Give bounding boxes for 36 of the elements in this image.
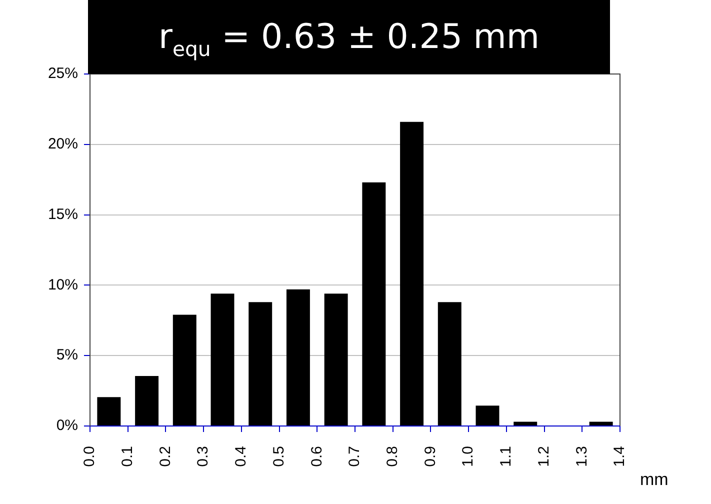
x-tick-label: 0.4 <box>232 446 250 467</box>
bar <box>438 302 462 426</box>
y-tick-label: 10% <box>48 276 78 294</box>
bar <box>476 406 500 426</box>
bar <box>286 289 310 426</box>
bar <box>589 422 613 426</box>
x-axis-title: mm <box>640 470 668 490</box>
x-tick-label: 0.2 <box>156 446 174 467</box>
bar <box>210 294 234 426</box>
x-tick-label: 0.9 <box>422 446 439 467</box>
y-tick-label: 20% <box>48 136 78 153</box>
x-tick-label: 0.7 <box>346 446 364 467</box>
x-tick-label: 1.0 <box>460 446 477 467</box>
x-tick-label: 0.1 <box>119 446 136 467</box>
chart-title: r$_{equ}$ = 0.63 ± 0.25 mm <box>88 0 610 74</box>
bar <box>248 302 272 426</box>
bar <box>362 182 386 426</box>
y-tick-label: 5% <box>56 346 78 364</box>
x-tick-label: 0.8 <box>384 446 401 467</box>
y-tick-label: 15% <box>48 206 78 223</box>
x-tick-label: 0.6 <box>308 446 326 467</box>
x-tick-label: 0.5 <box>270 446 288 467</box>
bar <box>514 422 538 426</box>
x-tick-label: 1.4 <box>611 446 628 467</box>
x-tick-label: 0.0 <box>81 446 98 467</box>
bar <box>400 122 424 426</box>
x-tick-label: 1.1 <box>498 446 515 467</box>
bar <box>97 397 121 426</box>
bar <box>135 376 159 426</box>
y-tick-label: 25% <box>48 65 78 82</box>
x-tick-label: 1.3 <box>573 446 590 467</box>
y-tick-label: 0% <box>56 417 78 434</box>
bar <box>172 314 196 426</box>
bar <box>324 294 348 426</box>
x-tick-label: 1.2 <box>535 446 552 467</box>
x-tick-label: 0.3 <box>194 446 212 467</box>
